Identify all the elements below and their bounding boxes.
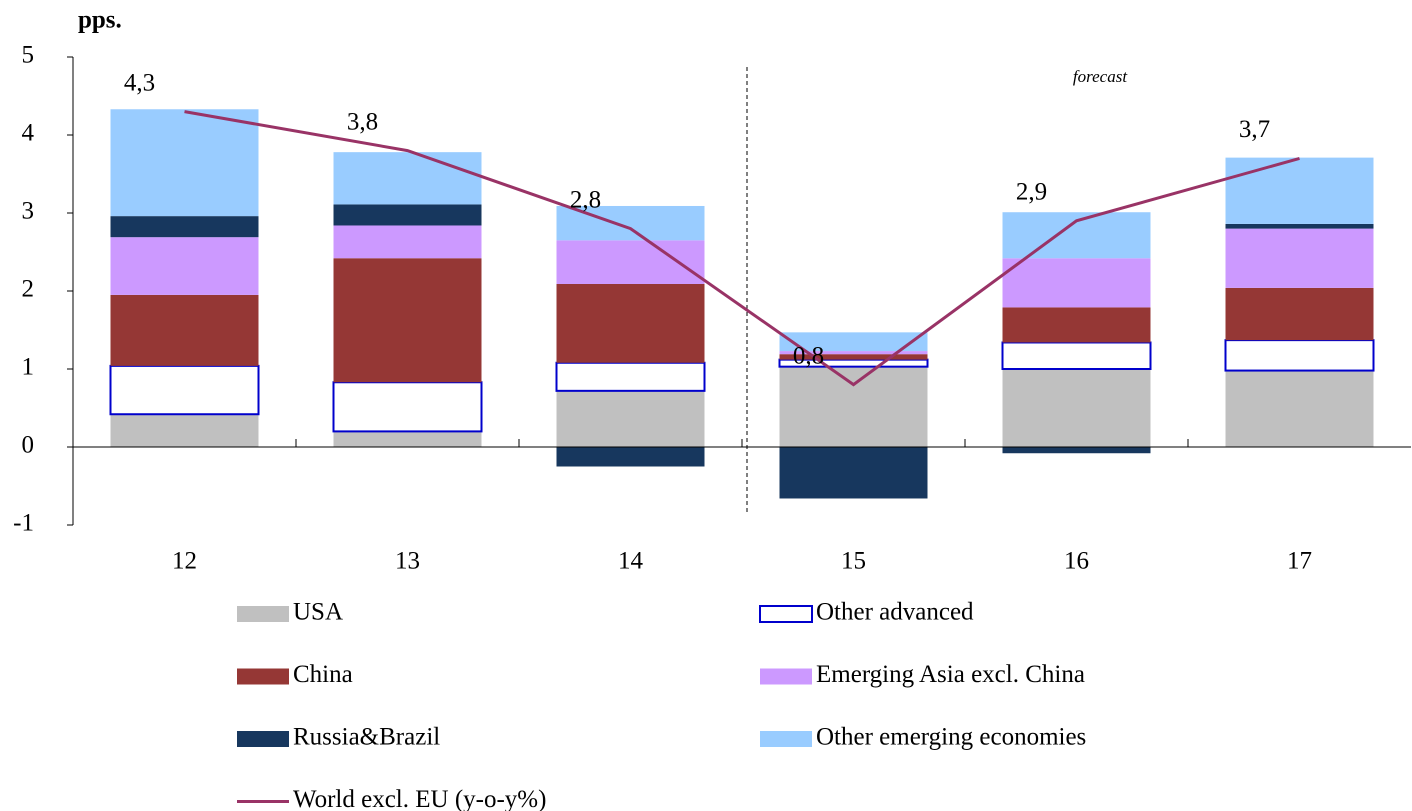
- bar-segment: [110, 294, 259, 366]
- x-tick-label: 15: [841, 548, 866, 575]
- legend-label: Russia&Brazil: [293, 724, 440, 751]
- bar-segment: [333, 204, 482, 226]
- legend-label: China: [293, 661, 353, 688]
- bar-segment: [1225, 287, 1374, 341]
- bar-segment: [333, 258, 482, 383]
- legend-marker: [237, 606, 289, 622]
- y-tick-label: 3: [22, 198, 35, 225]
- legend-label: World excl. EU (y-o-y%): [293, 786, 546, 811]
- bar-segment: [779, 351, 928, 355]
- legend-marker: [237, 668, 289, 685]
- data-label: 3,7: [1239, 116, 1270, 143]
- y-tick-label: 1: [22, 354, 35, 381]
- bar-segment: [333, 431, 482, 447]
- bar-segment: [778, 358, 929, 368]
- y-tick-label: 2: [22, 276, 35, 303]
- legend-marker: [760, 668, 812, 685]
- bar-segment: [109, 364, 260, 416]
- bar-segment: [779, 366, 928, 447]
- bar-segment: [333, 152, 482, 205]
- bar-segment: [110, 237, 259, 295]
- bar-segment: [1002, 369, 1151, 447]
- y-tick-label: 5: [22, 42, 35, 69]
- bar-segment: [1224, 339, 1375, 372]
- x-tick-label: 12: [172, 548, 197, 575]
- bar-segment: [333, 225, 482, 259]
- chart-title: pps.: [78, 7, 122, 34]
- bar-segment: [1225, 157, 1374, 224]
- bar-segment: [779, 332, 928, 352]
- legend-marker: [760, 731, 812, 747]
- bar-segment: [779, 354, 928, 360]
- line-series: [184, 110, 1300, 387]
- bar-segment: [1225, 223, 1374, 229]
- x-tick-label: 16: [1064, 548, 1089, 575]
- bar-segment: [1002, 212, 1151, 259]
- data-label: 2,9: [1016, 179, 1047, 206]
- bar-segment: [555, 361, 706, 392]
- data-label: 4,3: [124, 69, 155, 96]
- legend-marker: [759, 605, 813, 623]
- bar-segment: [556, 447, 705, 467]
- bar-segment: [1002, 258, 1151, 308]
- legend-label: USA: [293, 599, 343, 626]
- bar-segment: [332, 381, 483, 433]
- bar-segment: [110, 109, 259, 217]
- y-tick-label: -1: [13, 510, 34, 537]
- bar-segment: [556, 283, 705, 363]
- legend-label: Other advanced: [816, 599, 974, 626]
- x-tick-label: 17: [1287, 548, 1312, 575]
- annotation: forecast: [1073, 67, 1128, 86]
- bar-segment: [1225, 370, 1374, 447]
- bar-segment: [110, 414, 259, 447]
- bar-segment: [556, 390, 705, 447]
- bar-segment: [779, 447, 928, 499]
- legend-label: Emerging Asia excl. China: [816, 661, 1085, 688]
- bar-segment: [556, 240, 705, 284]
- x-tick-label: 14: [618, 548, 644, 575]
- bar-segment: [110, 216, 259, 238]
- y-tick-label: 4: [22, 120, 35, 147]
- bar-segment: [1001, 341, 1152, 371]
- legend-label: Other emerging economies: [816, 724, 1086, 751]
- data-label: 0,8: [793, 342, 824, 369]
- data-label: 3,8: [347, 108, 378, 135]
- bar-segment: [1002, 307, 1151, 343]
- bar-segment: [1225, 228, 1374, 288]
- legend-marker: [237, 731, 289, 747]
- y-tick-label: 0: [22, 432, 35, 459]
- bar-segment: [1002, 447, 1151, 454]
- data-label: 2,8: [570, 186, 601, 213]
- x-tick-label: 13: [395, 548, 420, 575]
